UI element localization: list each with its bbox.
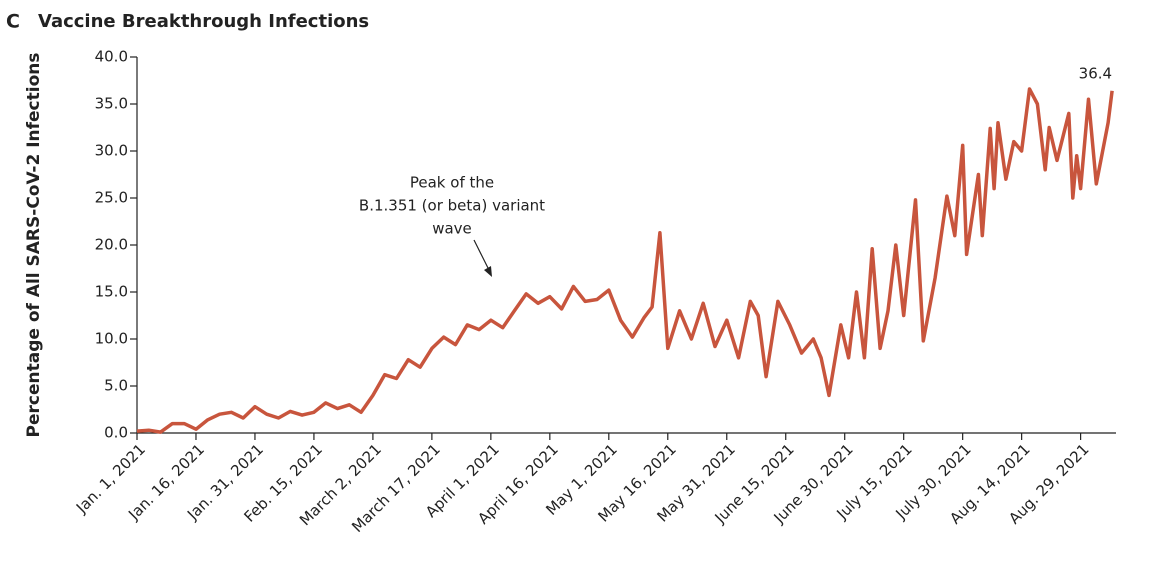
panel-label: C — [6, 11, 20, 33]
y-axis-label: Percentage of All SARS-CoV-2 Infections — [24, 53, 44, 438]
y-tick-label: 25.0 — [95, 189, 128, 207]
y-tick-label: 30.0 — [95, 142, 128, 160]
y-tick-label: 40.0 — [95, 48, 128, 66]
y-tick-label: 5.0 — [104, 377, 128, 395]
y-tick-label: 20.0 — [95, 236, 128, 254]
annotation: Peak of the — [410, 174, 494, 192]
chart-title: Vaccine Breakthrough Infections — [38, 11, 369, 32]
annotation: wave — [432, 220, 472, 238]
data-label: 36.4 — [1079, 64, 1112, 82]
y-tick-label: 35.0 — [95, 95, 128, 113]
y-tick-label: 10.0 — [95, 330, 128, 348]
series-line — [136, 87, 1114, 434]
y-tick-label: 15.0 — [95, 283, 128, 301]
annotation-arrowhead — [484, 266, 492, 277]
y-tick-label: 0.0 — [104, 424, 128, 442]
annotation-arrow — [473, 239, 491, 273]
annotation: B.1.351 (or beta) variant — [359, 197, 545, 215]
